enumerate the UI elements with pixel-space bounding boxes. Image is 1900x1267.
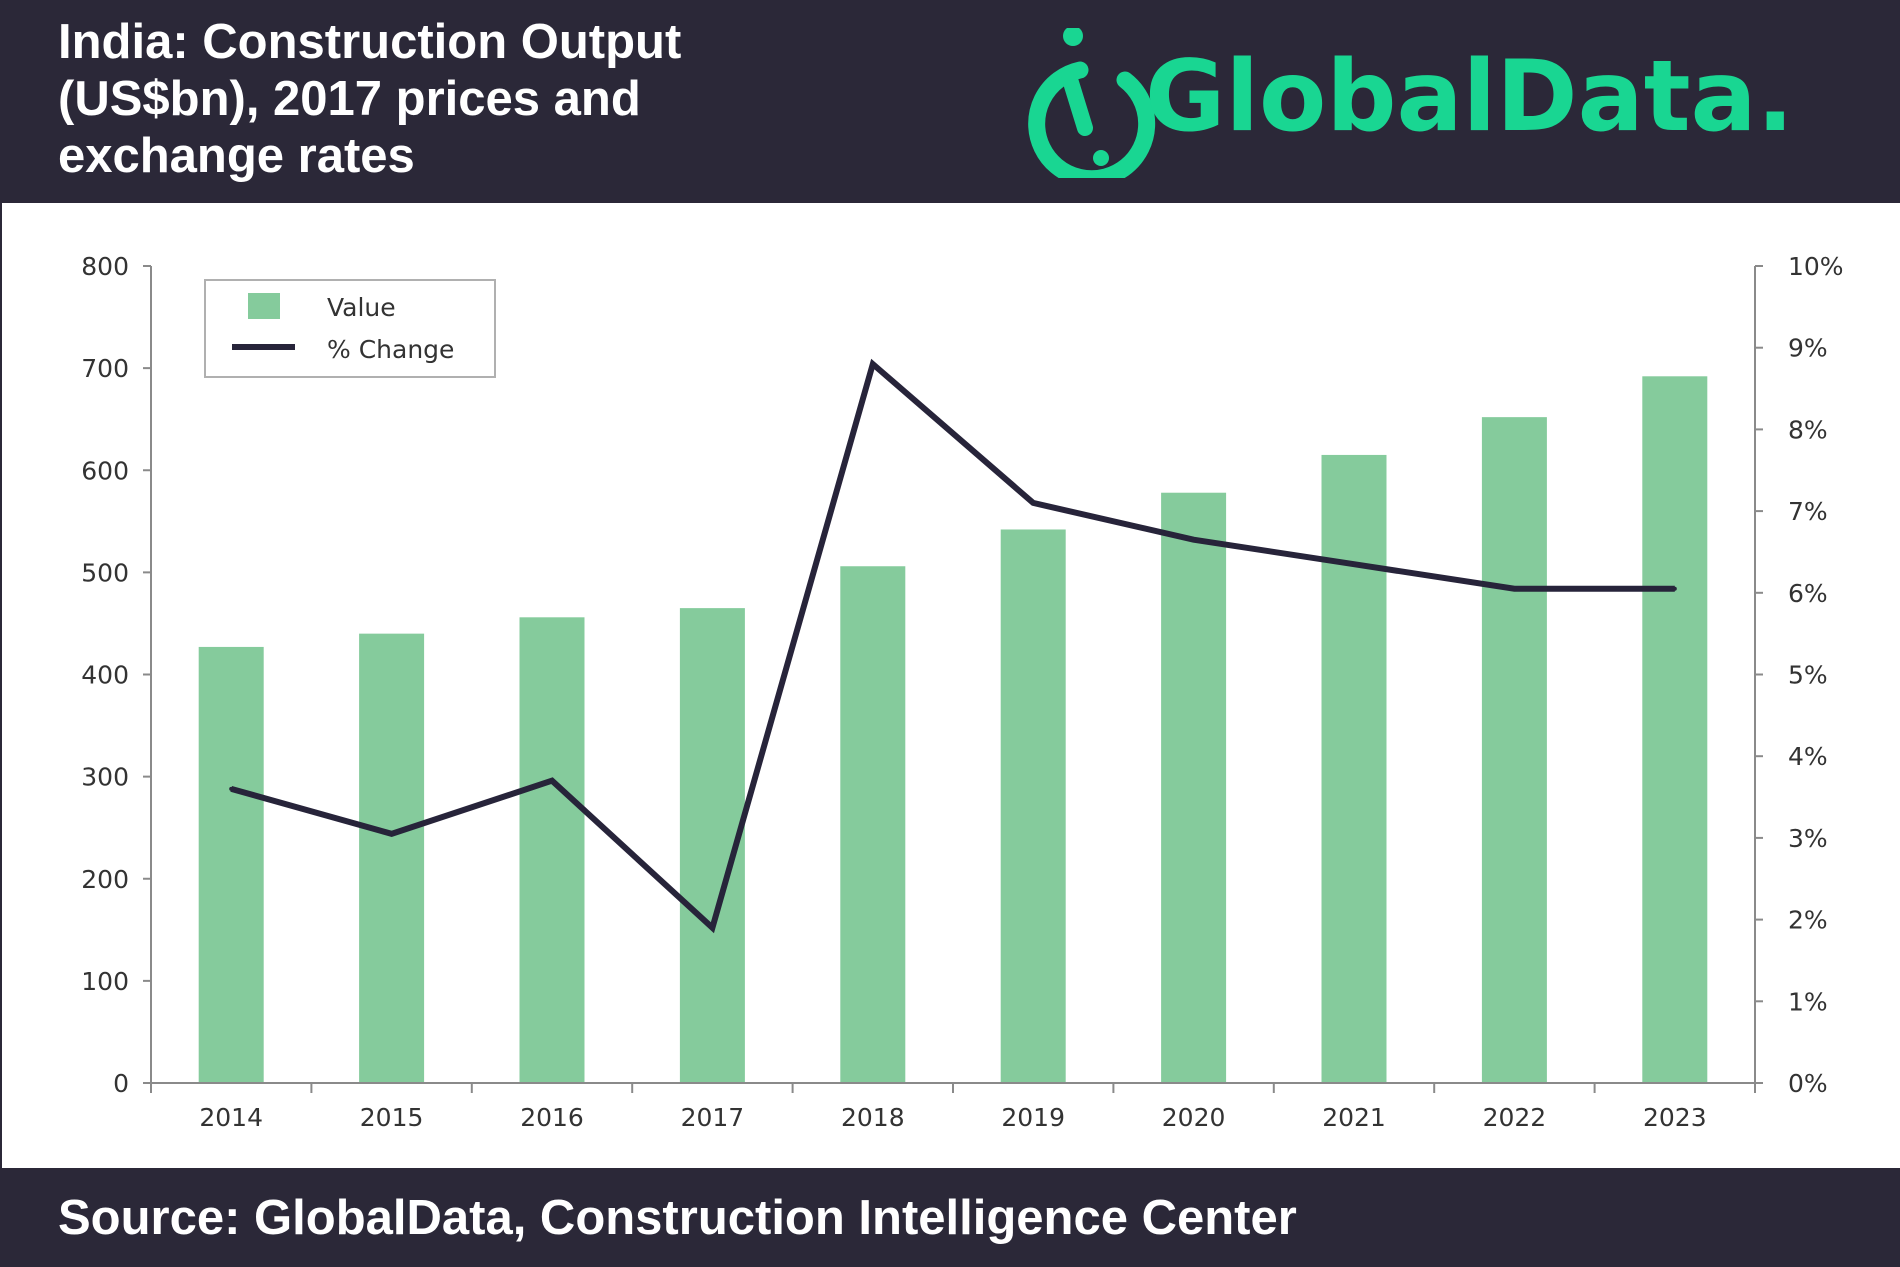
legend-value-label: Value xyxy=(327,293,396,322)
left-tick-label: 400 xyxy=(81,661,129,690)
pct-change-point-2016 xyxy=(550,778,554,783)
left-tick-label: 500 xyxy=(81,558,129,587)
x-tick-label: 2018 xyxy=(841,1103,905,1132)
construction-output-chart: 0 100 200 300 400 500 600 700 800 0% 1% 2% 3% 4% 5% 6% 7… xyxy=(81,252,1843,1132)
footer-banner: Source: GlobalData, Construction Intelli… xyxy=(0,1168,1900,1267)
right-tick-label: 6% xyxy=(1788,579,1828,608)
header-banner: India: Construction Output (US$bn), 2017… xyxy=(0,0,1900,203)
pct-change-point-2020 xyxy=(1191,537,1196,542)
pct-change-point-2019 xyxy=(1031,500,1036,505)
right-tick-label: 9% xyxy=(1788,334,1828,363)
globaldata-logo-mark xyxy=(1028,28,1156,178)
right-tick-label: 2% xyxy=(1788,906,1828,935)
right-tick-label: 1% xyxy=(1788,987,1828,1016)
right-tick-label: 10% xyxy=(1788,252,1844,281)
left-tick-label: 600 xyxy=(81,456,129,485)
axes: 0 100 200 300 400 500 600 700 800 0% 1% 2% 3% 4% 5% 6% 7… xyxy=(81,252,1843,1132)
right-tick-label: 0% xyxy=(1788,1069,1828,1098)
x-tick-label: 2021 xyxy=(1322,1103,1386,1132)
x-tick-label: 2015 xyxy=(360,1103,424,1132)
x-tick-label: 2014 xyxy=(199,1103,263,1132)
left-tick-label: 800 xyxy=(81,252,129,281)
x-tick-label: 2020 xyxy=(1162,1103,1226,1132)
source-note: Source: GlobalData, Construction Intelli… xyxy=(58,1191,1297,1245)
bar-2023 xyxy=(1642,376,1708,1083)
bar-2018 xyxy=(840,566,906,1083)
pct-change-point-2015 xyxy=(389,831,394,836)
bar-2020 xyxy=(1161,492,1227,1083)
x-tick-label: 2023 xyxy=(1643,1103,1707,1132)
legend-change-label: % Change xyxy=(327,335,454,364)
pct-change-point-2018 xyxy=(870,362,875,367)
x-tick-label: 2019 xyxy=(1001,1103,1065,1132)
pct-change-point-2021 xyxy=(1352,562,1356,567)
x-tick-label: 2016 xyxy=(520,1103,584,1132)
globaldata-logo: GlobalData. xyxy=(1028,28,1794,178)
chart-area: 0 100 200 300 400 500 600 700 800 0% 1% 2% 3% 4% 5% 6% 7… xyxy=(2,203,1900,1168)
right-tick-label: 7% xyxy=(1788,497,1828,526)
right-tick-label: 4% xyxy=(1788,742,1828,771)
bar-series xyxy=(198,376,1708,1083)
bar-2015 xyxy=(359,633,425,1083)
x-tick-label: 2022 xyxy=(1483,1103,1547,1132)
globaldata-logo-text: GlobalData. xyxy=(1145,40,1794,154)
bar-2014 xyxy=(198,646,264,1083)
right-tick-label: 5% xyxy=(1788,661,1828,690)
legend: Value % Change xyxy=(204,279,496,378)
x-tick-label: 2017 xyxy=(681,1103,745,1132)
pct-change-point-2023 xyxy=(1672,586,1677,591)
line-series xyxy=(229,358,1677,934)
left-tick-label: 0 xyxy=(113,1069,129,1098)
legend-value-swatch xyxy=(248,293,280,319)
bar-2019 xyxy=(1000,529,1066,1083)
right-tick-label: 8% xyxy=(1788,415,1828,444)
pct-change-point-2022 xyxy=(1512,586,1517,591)
left-tick-label: 700 xyxy=(81,354,129,383)
bar-2016 xyxy=(519,617,585,1083)
bar-2021 xyxy=(1321,454,1387,1083)
left-tick-label: 100 xyxy=(81,967,129,996)
chart-title: India: Construction Output (US$bn), 2017… xyxy=(58,15,682,183)
left-tick-label: 200 xyxy=(81,865,129,894)
pct-change-point-2014 xyxy=(229,786,234,791)
bar-2022 xyxy=(1481,417,1547,1083)
right-tick-label: 3% xyxy=(1788,824,1828,853)
left-tick-label: 300 xyxy=(81,763,129,792)
pct-change-line xyxy=(230,358,1675,934)
pct-change-point-2017 xyxy=(710,925,715,930)
